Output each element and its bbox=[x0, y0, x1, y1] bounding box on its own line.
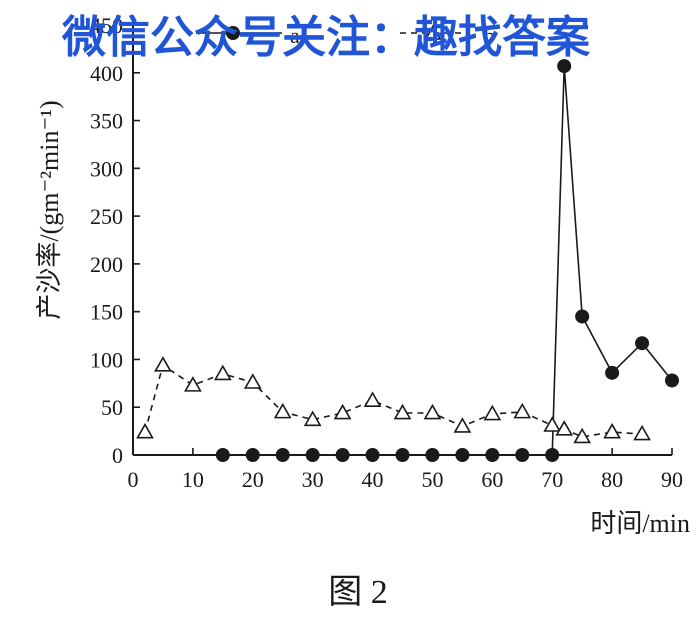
x-tick-label: 10 bbox=[182, 467, 204, 492]
y-tick-label: 200 bbox=[90, 252, 123, 277]
point-a bbox=[515, 448, 530, 462]
x-tick-label: 40 bbox=[362, 467, 384, 492]
point-b bbox=[603, 422, 621, 439]
point-b bbox=[303, 410, 322, 427]
x-tick-label: 90 bbox=[661, 467, 683, 492]
x-tick-label: 60 bbox=[481, 467, 503, 492]
x-tick-label: 70 bbox=[541, 467, 563, 492]
x-tick-label: 80 bbox=[601, 467, 623, 492]
point-b bbox=[154, 356, 172, 372]
point-a bbox=[455, 448, 470, 462]
legend-marker-a bbox=[226, 26, 240, 40]
point-a bbox=[365, 448, 380, 462]
y-tick-label: 150 bbox=[90, 300, 123, 325]
y-tick-label: 300 bbox=[90, 156, 123, 181]
point-a bbox=[605, 365, 620, 380]
point-b bbox=[363, 391, 382, 407]
figure-caption: 图 2 bbox=[328, 574, 388, 611]
y-tick-label: 450 bbox=[90, 13, 123, 38]
point-a bbox=[635, 336, 650, 351]
point-b bbox=[483, 404, 502, 421]
point-a bbox=[557, 59, 572, 74]
point-b bbox=[453, 417, 472, 433]
point-b bbox=[633, 424, 651, 441]
x-tick-label: 20 bbox=[242, 467, 264, 492]
point-a bbox=[395, 448, 410, 462]
x-tick-label: 30 bbox=[302, 467, 324, 492]
y-tick-label: 350 bbox=[90, 109, 123, 134]
y-tick-label: 0 bbox=[112, 443, 123, 468]
series-line-a bbox=[222, 66, 673, 456]
y-tick-label: 250 bbox=[90, 204, 123, 229]
point-b bbox=[555, 420, 574, 436]
point-b bbox=[543, 416, 562, 432]
x-tick-label: 50 bbox=[421, 467, 443, 492]
point-b bbox=[573, 427, 592, 444]
point-b bbox=[393, 403, 412, 420]
point-a bbox=[245, 448, 260, 462]
watermark-text: 微信公众号关注：趣找答案 bbox=[61, 13, 591, 62]
point-b bbox=[273, 402, 292, 419]
point-b bbox=[243, 373, 262, 389]
point-a bbox=[275, 448, 290, 462]
legend-marker-b bbox=[424, 24, 442, 40]
y-tick-label: 50 bbox=[101, 395, 123, 420]
point-a bbox=[215, 448, 230, 462]
point-a bbox=[665, 373, 679, 388]
point-a bbox=[485, 448, 500, 462]
point-b bbox=[213, 364, 232, 381]
point-b bbox=[136, 422, 154, 439]
point-a bbox=[335, 448, 350, 462]
y-tick-label: 100 bbox=[90, 347, 123, 372]
point-a bbox=[305, 448, 320, 462]
point-b bbox=[333, 403, 352, 420]
point-b bbox=[423, 403, 442, 420]
point-a bbox=[545, 448, 560, 462]
x-axis-label: 时间/min bbox=[590, 509, 690, 538]
point-b bbox=[184, 376, 202, 392]
point-a bbox=[425, 448, 440, 462]
axes bbox=[132, 25, 672, 456]
point-a bbox=[575, 309, 590, 324]
y-tick-label: 400 bbox=[90, 61, 123, 86]
y-axis-label: 产沙率/(gm⁻²min⁻¹) bbox=[35, 100, 64, 319]
ticks: 0 50 100 150 200 250 300 350 400 450 0 10 20 30 40 50 60… bbox=[90, 13, 683, 492]
legend-label-a: a bbox=[290, 23, 300, 48]
series-layer bbox=[136, 59, 679, 462]
point-b bbox=[513, 402, 532, 419]
legend: a b bbox=[196, 23, 495, 48]
legend-label-b: b bbox=[484, 23, 495, 48]
x-tick-label: 0 bbox=[128, 467, 139, 492]
